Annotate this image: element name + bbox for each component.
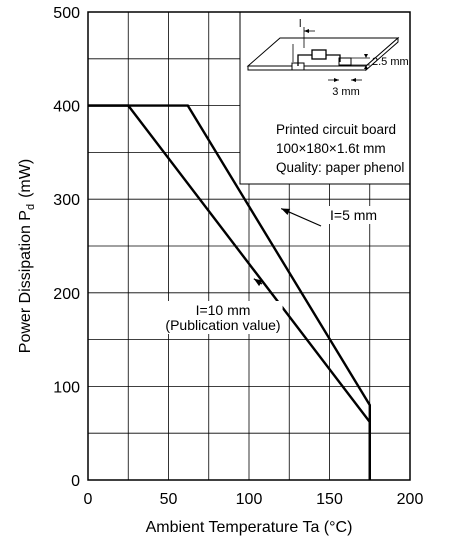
dim-pad-width-arrowhead bbox=[364, 54, 368, 58]
y-axis-title: Power Dissipation Pd (mW) bbox=[17, 159, 37, 353]
pcb-board-edge bbox=[247, 65, 367, 71]
series-line-2 bbox=[88, 104, 371, 480]
x-tick-label: 150 bbox=[316, 491, 343, 508]
annotation-label-1: I=5 mm bbox=[330, 207, 377, 223]
annotations: I=5 mm I=10 mm (Publication value) bbox=[163, 206, 380, 334]
dim-l-arrowhead bbox=[304, 29, 309, 33]
y-tick-label: 300 bbox=[53, 192, 80, 209]
x-tick-label: 50 bbox=[160, 491, 178, 508]
x-tick-label: 100 bbox=[236, 491, 263, 508]
y-axis-title-prefix: Power Dissipation P bbox=[17, 210, 34, 353]
annotation-backdrop bbox=[328, 206, 380, 224]
y-tick-label: 200 bbox=[53, 286, 80, 303]
component-lead-left bbox=[297, 54, 312, 66]
inset-dimension-label: l bbox=[299, 18, 301, 30]
inset-panel: l 2.5 mm 3 mm Printed circuit board 100×180×… bbox=[239, 11, 411, 185]
component-lead-right bbox=[326, 54, 341, 62]
y-tick-label: 0 bbox=[71, 473, 80, 490]
dim-pad-length-arrowhead bbox=[334, 78, 339, 82]
inset-dimension-label: 3 mm bbox=[332, 86, 360, 98]
x-tick-label: 0 bbox=[84, 491, 93, 508]
inset-text-line: Quality: paper phenol bbox=[276, 160, 404, 175]
component-body bbox=[311, 49, 327, 60]
y-axis-title-unit: (mW) bbox=[17, 159, 34, 198]
y-tick-label: 500 bbox=[53, 5, 80, 22]
x-axis-title: Ambient Temperature Ta (°C) bbox=[146, 519, 353, 536]
annotation-label-2: I=10 mm (Publication value) bbox=[165, 302, 280, 333]
dim-pad-width-arrowhead bbox=[364, 65, 368, 69]
inset-text-line: Printed circuit board bbox=[276, 122, 396, 137]
inset-text-line: 100×180×1.6t mm bbox=[276, 141, 386, 156]
pcb-pad-right bbox=[338, 57, 352, 66]
annotation-line: I=5 mm bbox=[330, 207, 377, 223]
y-axis-title-subscript: d bbox=[25, 204, 37, 210]
dim-pad-length-arrowhead bbox=[351, 78, 356, 82]
inset-dimension-label: 2.5 mm bbox=[372, 56, 409, 68]
y-tick-label: 100 bbox=[53, 379, 80, 396]
annotation-line: (Publication value) bbox=[165, 317, 280, 333]
annotation-line: I=10 mm bbox=[196, 302, 251, 318]
series-group bbox=[88, 104, 371, 480]
tick-labels: 0 50 100 150 200 0 100 200 300 400 500 bbox=[53, 5, 423, 508]
annotation-arrow-head bbox=[253, 278, 263, 287]
annotation-backdrop bbox=[163, 301, 283, 334]
x-tick-label: 200 bbox=[397, 491, 424, 508]
plot-frame bbox=[87, 11, 411, 481]
annotation-arrow-head bbox=[281, 208, 291, 215]
y-tick-label: 400 bbox=[53, 99, 80, 116]
